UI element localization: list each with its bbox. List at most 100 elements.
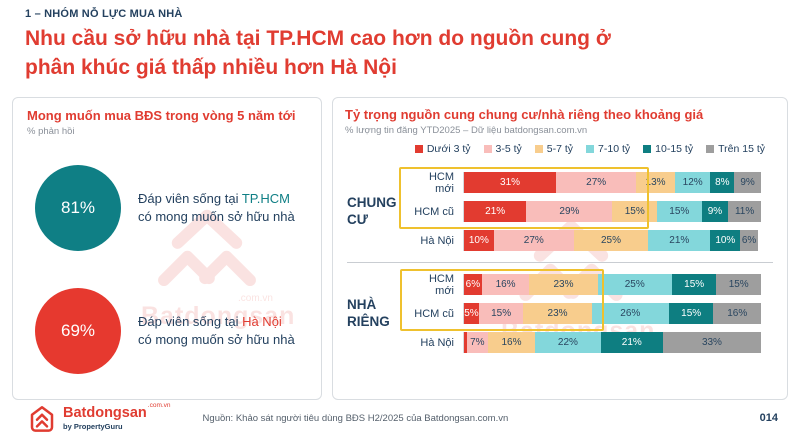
chart-row: Hà Nội 10% 27% 25% 21% 10% 6% (409, 230, 761, 251)
stat-caption-suffix: có mong muốn sở hữu nhà (138, 209, 295, 224)
brand-domain: .com.vn (147, 401, 171, 409)
stacked-bar: 10% 27% 25% 21% 10% 6% (463, 230, 761, 251)
bar-segment: 9% (734, 172, 761, 193)
chart-panel-title: Tỷ trọng nguồn cung chung cư/nhà riêng t… (345, 107, 704, 122)
bar-segment: 21% (648, 230, 711, 251)
stat-hcm: 81% Đáp viên sống tại TP.HCM có mong muố… (35, 165, 307, 251)
legend-item: 3-5 tỷ (483, 143, 522, 155)
page-title-line2: phân khúc giá thấp nhiều hơn Hà Nội (25, 55, 397, 79)
legend-label: Dưới 3 tỷ (426, 143, 471, 155)
legend-item: 5-7 tỷ (534, 143, 574, 155)
page-title: Nhu cầu sở hữu nhà tại TP.HCM cao hơn do… (25, 25, 611, 82)
stacked-bar: 21% 29% 15% 15% 9% 11% (463, 201, 761, 222)
group-label: NHÀ RIÊNG (347, 297, 390, 329)
survey-stats: 81% Đáp viên sống tại TP.HCM có mong muố… (27, 165, 307, 374)
stat-hanoi: 69% Đáp viên sống tại Hà Nội có mong muố… (35, 288, 307, 374)
stacked-bar: 5% 15% 23% 26% 15% 16% (463, 303, 761, 324)
chart-row: HCM mới 31% 27% 13% 12% 8% 9% (409, 170, 761, 195)
chart-panel-subtitle: % lượng tin đăng YTD2025 – Dữ liệu batdo… (345, 125, 588, 136)
legend-label: 7-10 tỷ (598, 143, 631, 155)
stat-caption-suffix: có mong muốn sở hữu nhà (138, 332, 295, 347)
legend-item: 10-15 tỷ (643, 143, 693, 155)
source-note: Nguồn: Khảo sát người tiêu dùng BĐS H2/2… (202, 412, 509, 424)
bar-segment: 15% (716, 274, 761, 295)
bar-segment: 21% (464, 201, 527, 222)
row-label: Hà Nội (420, 234, 454, 247)
bar-segment: 15% (612, 201, 658, 222)
stat-city-hanoi: Hà Nội (242, 313, 282, 329)
stat-circle-hanoi: 69% (35, 288, 121, 374)
bar-segment: 16% (487, 332, 536, 353)
bar-segment: 7% (466, 332, 488, 353)
stat-caption-prefix: Đáp viên sống tại (138, 190, 239, 206)
legend-swatch (706, 145, 715, 153)
chart-row: Hà Nội 7% 16% 22% 21% 33% (409, 332, 761, 353)
bar-segment: 33% (662, 332, 761, 353)
row-label: HCM cũ (414, 307, 454, 320)
batdongsan-logo-icon (30, 405, 54, 432)
bar-segment: 10% (710, 230, 741, 251)
legend-swatch (483, 145, 492, 153)
content-panels: Mong muốn mua BĐS trong vòng 5 năm tới %… (12, 97, 788, 400)
row-label: HCM mới (428, 170, 454, 195)
brand-byline: by PropertyGuru (63, 422, 123, 431)
legend-swatch (414, 145, 423, 153)
page-number: 014 (759, 412, 778, 424)
chart-row: HCM cũ 5% 15% 23% 26% 15% 16% (409, 303, 761, 324)
bar-segment: 15% (671, 274, 717, 295)
legend-label: 3-5 tỷ (495, 143, 522, 155)
chart-rows: HCM mới 31% 27% 13% 12% 8% 9% HCM cũ 21% 29% 15% 15… (399, 167, 775, 251)
bar-segment: 23% (523, 303, 592, 324)
legend-item: Trên 15 tỷ (706, 143, 765, 155)
footer: Batdongsan .com.vn by PropertyGuru Nguồn… (27, 400, 778, 436)
row-label: Hà Nội (420, 336, 454, 349)
legend-label: 5-7 tỷ (546, 143, 574, 155)
chart-rows: HCM mới 6% 16% 23% 25% 15% 15% HCM cũ 5% 15% 23% 26… (400, 269, 775, 353)
bar-segment: 21% (600, 332, 663, 353)
bar-segment: 16% (481, 274, 530, 295)
legend-swatch (534, 145, 543, 153)
group-label: CHUNG CƯ (347, 195, 397, 227)
chart-area: CHUNG CƯ HCM mới 31% 27% 13% 12% 8% 9% HCM cũ 21%… (345, 167, 775, 353)
stat-caption-hanoi: Đáp viên sống tại Hà Nội có mong muốn sở… (138, 313, 295, 350)
bar-segment (464, 332, 467, 353)
chart-legend: Dưới 3 tỷ 3-5 tỷ 5-7 tỷ 7-10 tỷ 10-15 tỷ Trên… (345, 143, 775, 155)
page-title-line1: Nhu cầu sở hữu nhà tại TP.HCM cao hơn do… (25, 27, 611, 50)
legend-swatch (586, 145, 595, 153)
bar-segment: 22% (535, 332, 601, 353)
chart-group: NHÀ RIÊNG HCM mới 6% 16% 23% 25% 15% 15% HCM cũ 5… (345, 269, 775, 353)
bar-segment: 25% (573, 230, 649, 251)
group-divider (347, 262, 773, 263)
chart-row: HCM mới 6% 16% 23% 25% 15% 15% (409, 273, 761, 297)
bar-segment: 31% (464, 172, 557, 193)
survey-panel-title: Mong muốn mua BĐS trong vòng 5 năm tới (27, 108, 296, 123)
row-label: HCM cũ (414, 205, 454, 218)
stat-circle-hcm: 81% (35, 165, 121, 251)
survey-panel-subtitle: % phản hồi (27, 126, 75, 137)
bar-segment: 23% (529, 274, 598, 295)
bar-segment: 6% (740, 230, 758, 251)
batdongsan-logo: Batdongsan .com.vn by PropertyGuru (27, 401, 171, 434)
legend-item: 7-10 tỷ (586, 143, 630, 155)
stat-city-hcm: TP.HCM (241, 190, 290, 206)
bar-segment: 10% (464, 230, 494, 251)
watermark-left: .com.vn Batdongsan (141, 196, 294, 331)
bar-segment: 13% (636, 172, 675, 193)
bar-segment: 27% (493, 230, 574, 251)
bar-segment: 9% (701, 201, 729, 222)
watermark-domain: .com.vn (237, 293, 273, 304)
bar-segment: 26% (591, 303, 669, 324)
brand-name: Batdongsan (63, 404, 147, 421)
stacked-bar: 31% 27% 13% 12% 8% 9% (463, 172, 761, 193)
legend-label: 10-15 tỷ (655, 143, 694, 155)
legend-swatch (643, 145, 652, 153)
stacked-bar: 7% 16% 22% 21% 33% (463, 332, 761, 353)
bar-segment: 15% (478, 303, 524, 324)
bar-segment: 8% (710, 172, 735, 193)
legend-item: Dưới 3 tỷ (414, 143, 471, 155)
bar-segment: 6% (464, 274, 482, 295)
bar-segment: 27% (556, 172, 637, 193)
stacked-bar: 6% 16% 23% 25% 15% 15% (463, 274, 761, 295)
chart-row: HCM cũ 21% 29% 15% 15% 9% 11% (409, 201, 761, 222)
